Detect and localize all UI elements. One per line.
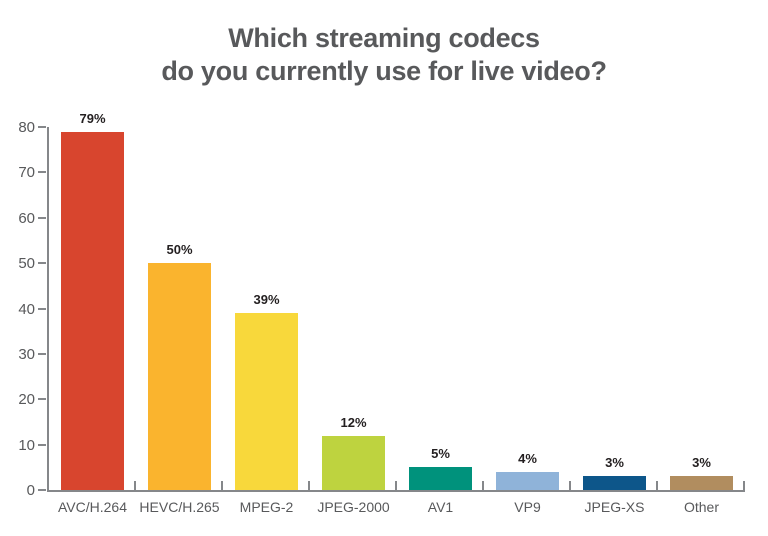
y-tick-label: 70	[18, 164, 35, 182]
bar-value-label: 5%	[431, 446, 450, 462]
plot-area: 79% AVC/H.264 50% HEVC/H.265 39% MPEG-2 12% JPE…	[18, 111, 745, 515]
bar-value-label: 79%	[79, 110, 106, 126]
x-tick	[482, 481, 484, 490]
category-label: AV1	[427, 499, 454, 515]
bar-slot: 12% JPEG-2000	[310, 127, 397, 515]
bar-value-label: 39%	[253, 292, 280, 308]
chart-title-line-1: Which streaming codecs	[228, 23, 540, 53]
bar-slot: 5% AV1	[397, 127, 484, 515]
y-tick-mark	[38, 171, 46, 174]
chart-title: Which streaming codecs do you currently …	[0, 22, 768, 88]
y-tick-mark	[38, 307, 46, 310]
bar	[409, 467, 472, 490]
y-tick-label: 40	[18, 300, 35, 318]
category-label: Other	[683, 499, 719, 515]
bar	[583, 476, 646, 490]
bar	[61, 131, 124, 490]
bar-slot: 3% JPEG-XS	[571, 127, 658, 515]
bar-value-label: 12%	[340, 414, 367, 430]
y-tick-label: 20	[18, 391, 35, 409]
bar	[235, 313, 298, 490]
y-tick-mark	[38, 398, 46, 401]
bar-value-label: 4%	[518, 450, 537, 466]
chart-title-line-2: do you currently use for live video?	[161, 56, 607, 86]
bar-value-label: 50%	[166, 242, 193, 258]
y-tick-mark	[38, 443, 46, 446]
bar-value-label: 3%	[605, 455, 624, 471]
category-label: MPEG-2	[239, 499, 294, 515]
x-tick	[656, 481, 658, 490]
category-label: AVC/H.264	[58, 499, 127, 515]
y-tick-label: 0	[26, 482, 35, 499]
bar-value-label: 3%	[692, 455, 711, 471]
bar-slot: 50% HEVC/H.265	[136, 127, 223, 515]
x-tick	[743, 481, 745, 490]
x-tick	[221, 481, 223, 490]
category-label: HEVC/H.265	[139, 499, 220, 515]
bars-row: 79% AVC/H.264 50% HEVC/H.265 39% MPEG-2 12% JPE…	[49, 111, 745, 515]
x-tick	[134, 481, 136, 490]
y-tick-mark	[38, 216, 46, 219]
y-tick-label: 80	[18, 119, 35, 136]
bar-slot: 3% Other	[658, 127, 745, 515]
bar	[670, 476, 733, 490]
category-label: JPEG-XS	[584, 499, 645, 515]
bar-slot: 4% VP9	[484, 127, 571, 515]
x-tick	[395, 481, 397, 490]
y-tick-label: 60	[18, 209, 35, 227]
bar	[496, 471, 559, 490]
y-tick-mark	[38, 352, 46, 355]
y-tick-label: 50	[18, 255, 35, 273]
y-tick-mark	[38, 262, 46, 265]
y-tick-label: 30	[18, 345, 35, 363]
bar-slot: 39% MPEG-2	[223, 127, 310, 515]
category-label: JPEG-2000	[317, 499, 390, 515]
bar	[322, 435, 385, 490]
x-tick	[569, 481, 571, 490]
y-tick-label: 10	[18, 436, 35, 454]
y-tick-mark	[38, 489, 46, 491]
x-tick	[308, 481, 310, 490]
y-tick-mark	[38, 126, 46, 128]
bar	[148, 263, 211, 490]
bar-slot: 79% AVC/H.264	[49, 111, 136, 515]
category-label: VP9	[514, 499, 541, 515]
